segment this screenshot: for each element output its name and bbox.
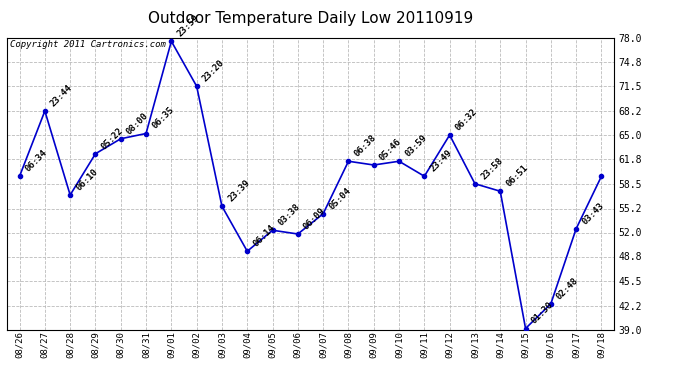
Text: 23:39: 23:39	[226, 178, 251, 204]
Text: 05:22: 05:22	[99, 126, 125, 151]
Text: 02:48: 02:48	[555, 276, 580, 301]
Text: 23:49: 23:49	[428, 148, 454, 174]
Text: 06:35: 06:35	[150, 105, 175, 131]
Text: 03:38: 03:38	[277, 202, 302, 228]
Text: 06:10: 06:10	[75, 167, 99, 192]
Text: 01:30: 01:30	[530, 300, 555, 326]
Text: 23:44: 23:44	[49, 83, 75, 108]
Text: 06:14: 06:14	[251, 223, 277, 249]
Text: 06:32: 06:32	[454, 107, 479, 132]
Text: 05:04: 05:04	[327, 186, 353, 211]
Text: 06:34: 06:34	[23, 148, 49, 174]
Text: 23:20: 23:20	[201, 58, 226, 84]
Text: 06:38: 06:38	[353, 133, 378, 159]
Text: 03:43: 03:43	[580, 201, 606, 226]
Text: Copyright 2011 Cartronics.com: Copyright 2011 Cartronics.com	[10, 40, 166, 50]
Text: Outdoor Temperature Daily Low 20110919: Outdoor Temperature Daily Low 20110919	[148, 11, 473, 26]
Text: 06:51: 06:51	[504, 163, 530, 189]
Text: 05:46: 05:46	[378, 137, 403, 162]
Text: 06:09: 06:09	[302, 206, 327, 231]
Text: 08:00: 08:00	[125, 111, 150, 136]
Text: 23:59: 23:59	[175, 13, 201, 39]
Text: 03:59: 03:59	[403, 133, 428, 159]
Text: 23:58: 23:58	[479, 156, 504, 181]
